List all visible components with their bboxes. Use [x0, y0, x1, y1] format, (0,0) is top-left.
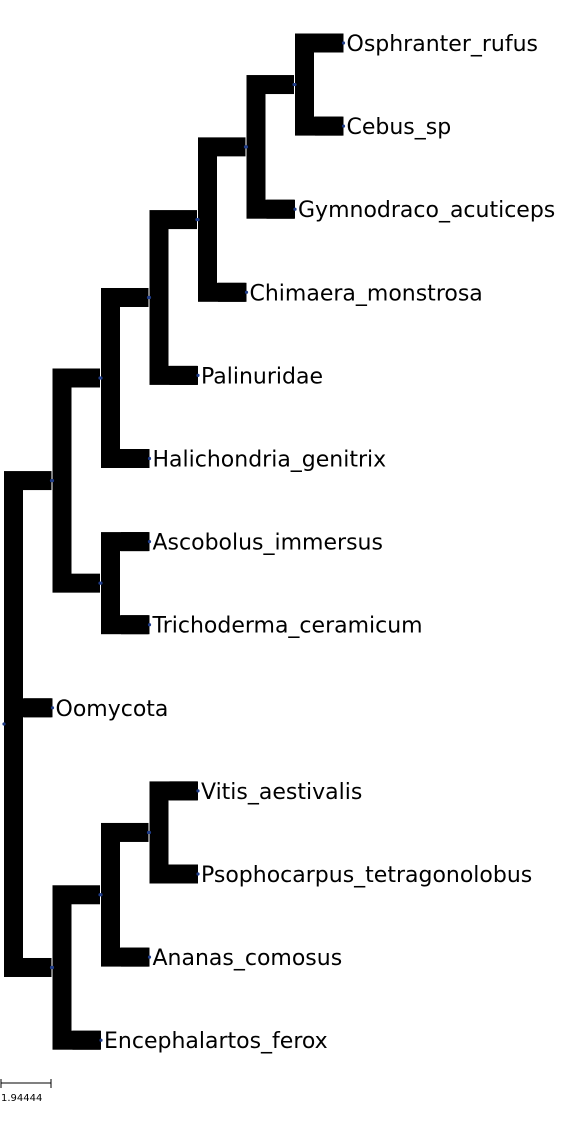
leaf-label: Chimaera_monstrosa	[250, 281, 483, 306]
tree-branch-end-dot	[146, 295, 151, 300]
tree-horizontal-branch	[217, 137, 246, 157]
tree-horizontal-branch	[121, 532, 150, 552]
scale-bar: 1.94444	[0, 1079, 52, 1104]
tree-branch-end-dot	[49, 965, 54, 970]
tree-vertical-branch	[149, 210, 169, 385]
tree-vertical-branch	[246, 75, 266, 219]
tree-horizontal-branch	[23, 471, 52, 491]
tree-leaf-dot	[244, 290, 249, 294]
tree-horizontal-branch	[120, 287, 149, 307]
leaf-label: Encephalartos_ferox	[104, 1029, 328, 1054]
tree-leaf-dot	[50, 706, 55, 710]
leaf-label: Psophocarpus_tetragonolobus	[201, 863, 532, 888]
tree-horizontal-branch	[121, 449, 150, 468]
tree-horizontal-branch	[71, 368, 100, 388]
tree-branch-end-dot	[98, 581, 102, 585]
leaf-label: Ananas_comosus	[153, 946, 343, 971]
tree-vertical-branch	[52, 368, 72, 593]
tree-horizontal-branch	[218, 282, 247, 302]
tree-leaf-dot	[147, 456, 152, 461]
tree-leaf-dot	[341, 124, 346, 128]
leaf-label: Osphranter_rufus	[347, 32, 539, 57]
tree-horizontal-branch	[71, 573, 100, 593]
tree-leaf-dot	[196, 872, 200, 876]
tree-vertical-branch	[4, 471, 23, 977]
tree-horizontal-branch	[24, 698, 53, 718]
tree-horizontal-branch	[169, 365, 198, 385]
leaf-label: Trichoderma_ceramicum	[152, 614, 423, 639]
tree-leaf-dot	[99, 1038, 103, 1042]
tree-vertical-branch	[149, 781, 169, 884]
tree-branch-end-dot	[49, 478, 54, 483]
tree-branch-end-dot	[146, 830, 151, 835]
tree-leaf-dot	[147, 955, 152, 959]
tree-branch-end-dot	[243, 145, 248, 149]
tree-leaf-dot	[196, 373, 200, 377]
leaf-label: Ascobolus_immersus	[153, 531, 383, 556]
leaf-label: Halichondria_genitrix	[153, 448, 387, 473]
tree-vertical-branch	[52, 885, 72, 1050]
tree-vertical-branch	[101, 822, 120, 967]
scale-bar-label: 1.94444	[1, 1093, 42, 1104]
tree-branch-end-dot	[292, 82, 296, 87]
tree-horizontal-branch	[72, 1030, 101, 1050]
tree-leaf-dot	[196, 789, 200, 793]
tree-horizontal-branch	[168, 210, 197, 230]
tree-horizontal-branch	[121, 615, 150, 635]
tree-horizontal-branch	[23, 957, 52, 977]
tree-node-dots	[2, 41, 346, 1042]
tree-horizontal-branch	[169, 781, 198, 801]
tree-leaf-labels: Osphranter_rufus Cebus_sp Gymnodraco_acuti…	[56, 32, 556, 1054]
tree-vertical-branch	[101, 287, 120, 468]
tree-vertical-branch	[101, 532, 120, 635]
tree-vertical-branch	[198, 137, 217, 302]
leaf-label: Oomycota	[56, 697, 169, 722]
tree-horizontal-branch	[266, 199, 295, 219]
tree-branch-end-dot	[98, 376, 102, 380]
leaf-label: Gymnodraco_acuticeps	[298, 198, 555, 223]
tree-horizontal-branch	[265, 75, 294, 95]
tree-horizontal-branch	[315, 33, 344, 53]
tree-horizontal-branch	[71, 885, 100, 905]
leaf-label: Cebus_sp	[347, 115, 452, 140]
tree-branch-end-dot	[195, 217, 199, 222]
tree-horizontal-branch	[315, 116, 344, 136]
leaf-label: Vitis_aestivalis	[201, 780, 362, 805]
tree-leaf-dot	[293, 207, 297, 211]
leaf-label: Palinuridae	[201, 364, 323, 389]
tree-internal-node-dot	[2, 722, 6, 726]
tree-horizontal-branch	[121, 947, 150, 967]
tree-branches	[4, 33, 344, 1050]
tree-branch-end-dot	[98, 893, 102, 897]
tree-horizontal-branch	[120, 822, 149, 842]
tree-leaf-dot	[341, 41, 346, 45]
tree-leaf-dot	[147, 540, 152, 544]
tree-vertical-branch	[295, 33, 314, 136]
tree-leaf-dot	[147, 623, 152, 627]
tree-horizontal-branch	[169, 864, 198, 884]
